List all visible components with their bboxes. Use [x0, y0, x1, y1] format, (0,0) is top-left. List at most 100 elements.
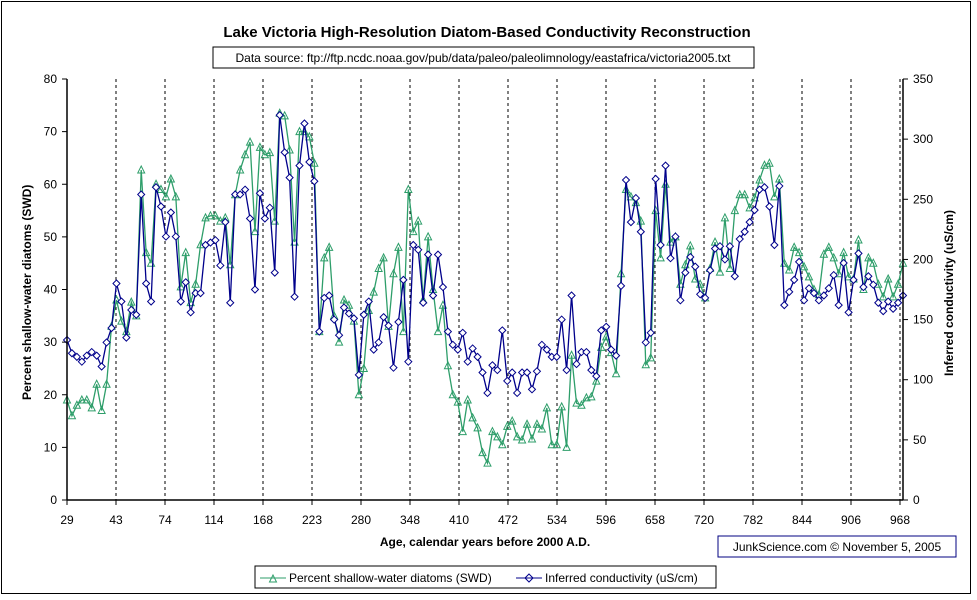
- data-point-diamond: [488, 361, 497, 370]
- data-point-triangle: [567, 350, 576, 359]
- data-point-triangle: [245, 137, 255, 146]
- data-point-triangle: [319, 252, 329, 262]
- data-point-triangle: [547, 439, 557, 449]
- data-point-diamond: [879, 306, 888, 316]
- data-point-triangle: [725, 263, 735, 272]
- data-point-triangle: [97, 405, 106, 415]
- data-point-diamond: [280, 148, 289, 157]
- data-point-diamond: [814, 296, 824, 305]
- data-point-diamond: [176, 297, 185, 306]
- data-point-triangle: [794, 247, 804, 257]
- data-point-triangle: [413, 215, 423, 225]
- chart-title: Lake Victoria High-Resolution Diatom-Bas…: [223, 24, 750, 41]
- y-left-tick-label: 30: [44, 335, 58, 349]
- data-point-triangle: [433, 326, 443, 336]
- data-point-diamond: [127, 305, 136, 315]
- data-point-triangle: [834, 268, 844, 278]
- data-point-diamond: [423, 250, 433, 259]
- data-point-triangle: [171, 191, 181, 201]
- credit-box: [717, 535, 957, 558]
- data-point-triangle: [161, 191, 171, 201]
- data-point-diamond: [77, 357, 87, 366]
- data-point-triangle: [102, 379, 111, 388]
- data-point-diamond: [344, 309, 354, 318]
- x-tick-label: 472: [498, 513, 518, 527]
- data-point-triangle: [488, 426, 497, 436]
- data-point-triangle: [374, 263, 383, 272]
- y-left-tick-label: 50: [44, 230, 58, 244]
- data-point-diamond: [285, 173, 294, 182]
- data-point-diamond: [92, 351, 101, 360]
- data-point-diamond: [864, 272, 873, 281]
- data-point-triangle: [730, 205, 740, 215]
- data-point-triangle: [443, 360, 453, 370]
- data-point-diamond: [562, 365, 571, 375]
- data-point-diamond: [691, 262, 700, 271]
- data-point-diamond: [527, 385, 537, 394]
- data-point-triangle: [557, 401, 566, 411]
- data-point-triangle: [681, 259, 690, 269]
- x-tick-label: 280: [351, 513, 371, 527]
- data-point-triangle: [285, 144, 294, 154]
- data-point-triangle: [67, 410, 77, 420]
- data-point-diamond: [468, 344, 477, 353]
- data-point-diamond: [478, 368, 487, 377]
- x-tick-label: 348: [400, 513, 420, 527]
- data-point-triangle: [591, 375, 601, 385]
- data-point-triangle: [537, 423, 547, 433]
- data-point-diamond: [587, 365, 596, 375]
- data-point-triangle: [493, 431, 502, 441]
- data-point-diamond: [260, 214, 270, 223]
- data-point-diamond: [226, 298, 235, 307]
- axes: 29 43 74 114 168 223 280 348 410 472 534 596 658 720 7…: [44, 72, 934, 527]
- data-point-diamond: [651, 174, 660, 184]
- data-point-diamond: [621, 175, 631, 185]
- x-tick-label: 410: [449, 513, 469, 527]
- data-point-diamond: [606, 345, 616, 354]
- data-point-triangle: [379, 252, 388, 262]
- data-point-diamond: [809, 288, 819, 298]
- data-point-diamond: [409, 240, 418, 250]
- data-point-diamond: [503, 376, 512, 386]
- data-point-triangle: [864, 252, 873, 262]
- data-point-diamond: [582, 347, 591, 357]
- data-point-diamond: [631, 193, 641, 203]
- data-point-diamond: [87, 347, 96, 357]
- data-point-triangle: [473, 422, 482, 432]
- data-point-triangle: [394, 242, 403, 251]
- data-point-triangle: [735, 189, 745, 199]
- series-conductivity: [62, 110, 908, 398]
- data-point-triangle: [740, 189, 750, 199]
- data-point-triangle: [389, 268, 398, 278]
- data-point-diamond: [141, 279, 151, 288]
- y-right-tick-label: 250: [913, 192, 933, 206]
- data-point-diamond: [216, 261, 225, 270]
- data-point-triangle: [611, 368, 621, 378]
- x-tick-label: 29: [60, 513, 74, 527]
- data-point-diamond: [300, 119, 309, 128]
- data-point-diamond: [245, 214, 255, 223]
- data-point-triangle: [359, 363, 369, 372]
- data-point-diamond: [473, 352, 482, 362]
- data-point-triangle: [784, 264, 794, 274]
- x-tick-label: 658: [645, 513, 665, 527]
- data-point-triangle: [82, 394, 92, 404]
- data-point-triangle: [883, 273, 893, 283]
- data-point-diamond: [844, 308, 853, 317]
- data-point-diamond: [834, 300, 843, 310]
- data-point-diamond: [132, 310, 141, 319]
- data-point-diamond: [181, 278, 190, 287]
- data-point-diamond: [463, 357, 472, 366]
- data-point-diamond: [448, 340, 458, 350]
- data-point-triangle: [305, 131, 314, 141]
- data-point-triangle: [641, 359, 651, 369]
- data-point-diamond: [686, 252, 695, 262]
- data-point-diamond: [893, 298, 903, 307]
- data-point-diamond: [636, 227, 646, 236]
- data-point-diamond: [616, 281, 626, 291]
- data-point-diamond: [72, 352, 82, 362]
- data-point-diamond: [270, 268, 279, 277]
- y-right-tick-label: 50: [913, 433, 927, 447]
- data-point-diamond: [794, 257, 804, 267]
